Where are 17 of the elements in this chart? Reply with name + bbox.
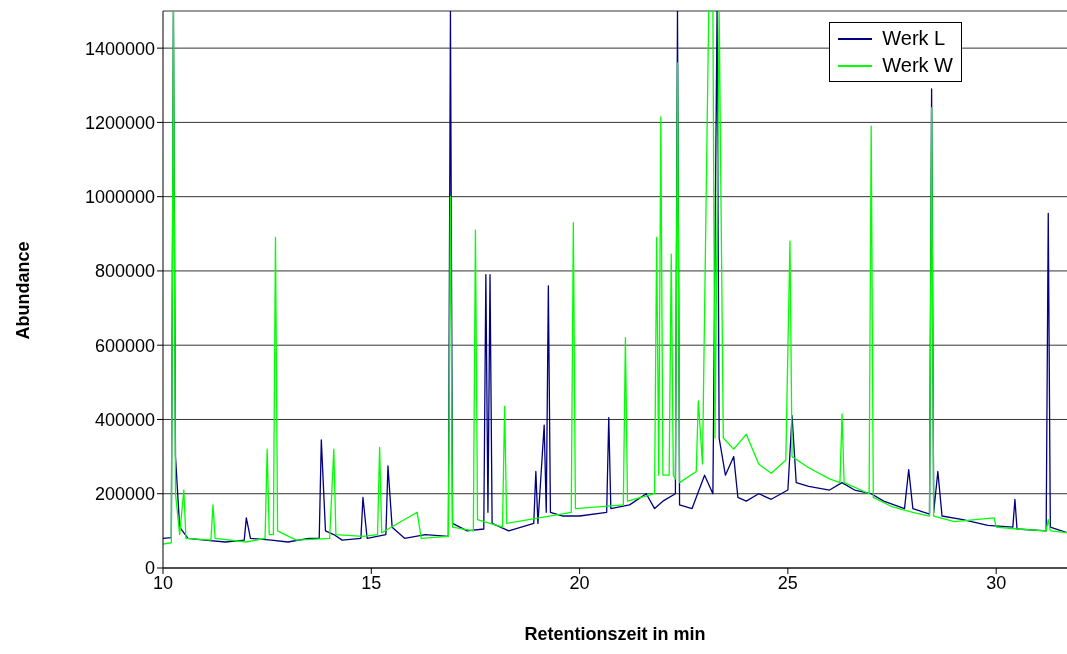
x-tick-label: 15 — [361, 572, 382, 593]
y-tick-label: 1000000 — [84, 187, 155, 208]
y-tick-label: 1200000 — [84, 112, 155, 133]
x-axis-title: Retentionszeit in min — [524, 624, 706, 644]
y-tick-label: 600000 — [94, 335, 155, 356]
legend-label: Werk W — [882, 53, 953, 78]
legend-label: Werk L — [882, 26, 946, 51]
x-tick-label: 10 — [152, 572, 174, 593]
x-tick-label: 25 — [777, 572, 798, 593]
y-tick-label: 0 — [144, 558, 155, 579]
y-axis-title: Abundance — [13, 241, 34, 340]
y-tick-label: 200000 — [94, 484, 155, 505]
x-tick-label: 20 — [569, 572, 590, 593]
x-tick-label: 30 — [986, 572, 1007, 593]
y-tick-label: 800000 — [94, 261, 155, 282]
y-tick-label: 1400000 — [84, 38, 155, 59]
y-tick-label: 400000 — [94, 409, 155, 430]
